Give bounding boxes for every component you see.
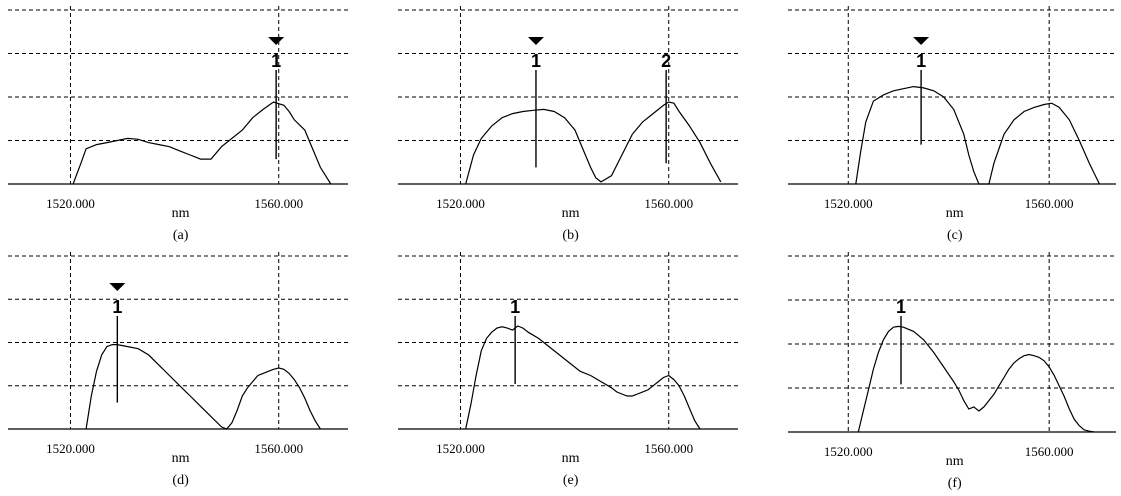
spectrum-line (465, 101, 722, 185)
marker-label: 1 (271, 51, 281, 71)
x-axis-label: nm (946, 206, 964, 221)
spectrum-line (72, 101, 332, 185)
panel-b: 1 2 1520.000 1560.000 nm (b) (398, 6, 738, 243)
x-tick-label: 1560.000 (1025, 444, 1074, 459)
panel-f: 1 1520.000 1560.000 nm (f) (788, 252, 1116, 491)
x-tick-label: 1520.000 (46, 196, 95, 211)
panel-label: (a) (173, 228, 189, 243)
marker-arrow-icon (109, 283, 126, 291)
marker-label: 1 (916, 51, 926, 71)
x-tick-label: 1520.000 (824, 444, 873, 459)
x-tick-label: 1520.000 (436, 196, 485, 211)
spectrum-line (857, 325, 1095, 433)
spectrum-line (85, 344, 321, 430)
x-tick-label: 1560.000 (254, 441, 303, 456)
panel-label: (d) (172, 473, 189, 488)
x-tick-label: 1560.000 (1025, 196, 1074, 211)
marker-arrow-icon (268, 37, 285, 45)
x-tick-label: 1560.000 (644, 196, 693, 211)
panel-e: 1 1520.000 1560.000 nm (e) (398, 252, 738, 488)
spectrum-line (465, 325, 701, 430)
x-axis-label: nm (946, 454, 964, 469)
marker-label: 1 (112, 297, 122, 317)
marker-arrow-icon (913, 37, 930, 45)
panel-label: (f) (948, 476, 962, 491)
panel-label: (c) (947, 228, 963, 243)
marker-label: 1 (896, 297, 906, 317)
x-axis-label: nm (172, 451, 190, 466)
x-tick-label: 1560.000 (254, 196, 303, 211)
panel-label: (e) (563, 473, 579, 488)
panel-label: (b) (562, 228, 579, 243)
marker-arrow-icon (527, 37, 544, 45)
marker-label: 1 (510, 297, 520, 317)
x-axis-label: nm (562, 206, 580, 221)
x-tick-label: 1560.000 (644, 441, 693, 456)
x-axis-label: nm (172, 206, 190, 221)
spectrum-line (855, 85, 1100, 185)
x-tick-label: 1520.000 (436, 441, 485, 456)
panel-a: 1 1520.000 1560.000 nm (a) (8, 6, 348, 243)
marker-label: 1 (531, 51, 541, 71)
panel-c: 1 1520.000 1560.000 nm (c) (788, 6, 1116, 243)
x-axis-label: nm (562, 451, 580, 466)
panel-d: 1 1520.000 1560.000 nm (d) (8, 252, 348, 488)
marker-label: 2 (661, 51, 671, 71)
x-tick-label: 1520.000 (46, 441, 95, 456)
x-tick-label: 1520.000 (824, 196, 873, 211)
